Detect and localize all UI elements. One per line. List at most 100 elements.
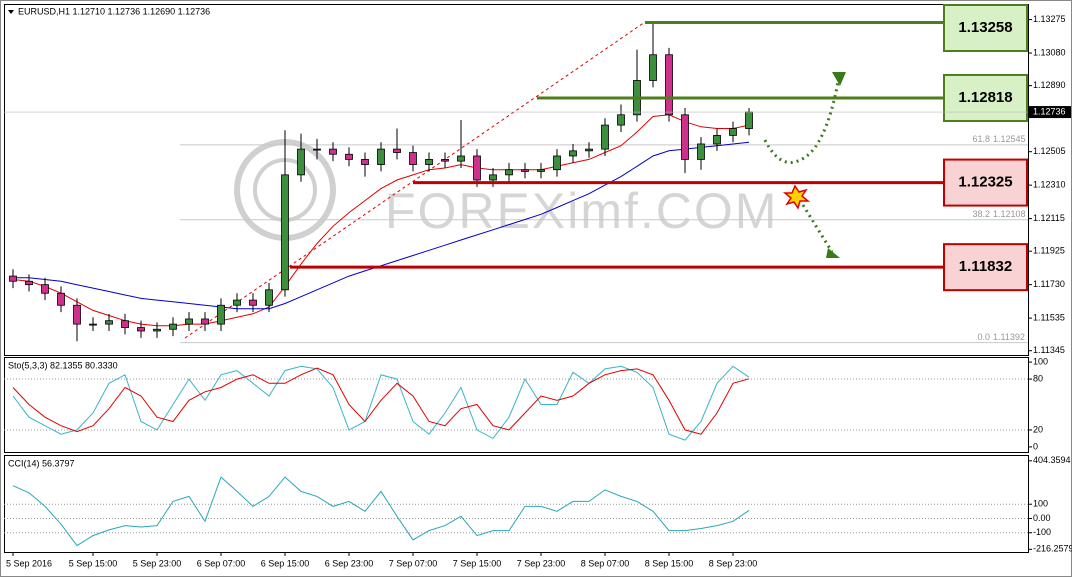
y-tick-label: -216.2579 (1033, 544, 1072, 554)
fib-price: 1.12545 (993, 134, 1026, 144)
candle-body (25, 280, 33, 286)
x-tick-label: 6 Sep 15:00 (261, 558, 310, 568)
level-box (943, 73, 1028, 122)
candle-body (121, 320, 129, 328)
y-tick-label: 80 (1033, 373, 1043, 383)
indicator-line (12, 476, 750, 547)
level-label: 1.11832 (959, 258, 1012, 275)
candle-body (409, 152, 417, 165)
price-panel (4, 4, 1029, 356)
level-box (943, 158, 1028, 207)
x-tick-label: 7 Sep 07:00 (389, 558, 438, 568)
fib-ratio: 38.2 (972, 209, 990, 219)
y-tick-label: 1.12310 (1033, 180, 1066, 190)
x-tick-label: 5 Sep 15:00 (69, 558, 118, 568)
indicator-line (12, 367, 750, 435)
x-tick-label: 7 Sep 23:00 (517, 558, 566, 568)
level-label: 1.12325 (958, 174, 1012, 191)
stochastic-panel (4, 357, 1029, 453)
candle-body (457, 155, 465, 162)
candle-body (697, 143, 705, 160)
candle-body (393, 148, 401, 153)
arrowhead-up (832, 72, 846, 86)
x-tick-label: 8 Sep 07:00 (581, 558, 630, 568)
candle-body (489, 174, 497, 181)
cci-title: CCI(14) 56.3797 (8, 458, 75, 468)
y-tick-label: 100 (1033, 356, 1048, 366)
x-tick-label: 8 Sep 15:00 (645, 558, 694, 568)
y-tick-label: 1.12890 (1033, 80, 1066, 90)
y-tick-label: 1.11535 (1033, 312, 1065, 322)
candle-body (329, 148, 337, 155)
y-tick-label: 1.13080 (1033, 47, 1066, 57)
candle-body (265, 289, 273, 306)
candle-body (41, 284, 49, 294)
y-tick-label: -100 (1033, 527, 1051, 537)
candle-body (153, 328, 161, 332)
stochastic-title: Sto(5,3,3) 82.1355 80.3330 (8, 360, 118, 370)
indicator-line (12, 114, 750, 327)
fib-price: 1.11392 (993, 332, 1025, 342)
candle-body (201, 318, 209, 325)
fib-price: 1.12108 (993, 209, 1026, 219)
y-tick-label: 1.13275 (1033, 14, 1066, 24)
candle-body (441, 159, 449, 162)
y-tick-label: 1.11730 (1033, 279, 1065, 289)
y-tick-label: 20 (1033, 424, 1043, 434)
candle-body (73, 304, 81, 325)
candle-body (649, 54, 657, 81)
candle-body (505, 169, 513, 176)
fib-ratio: 61.8 (972, 134, 990, 144)
candle-body (9, 275, 17, 282)
x-tick-label: 6 Sep 23:00 (325, 558, 374, 568)
candle-body (281, 174, 289, 291)
candle-body (361, 159, 369, 165)
y-tick-label: 1.12115 (1033, 213, 1065, 223)
candle-body (89, 323, 97, 326)
level-box (943, 243, 1028, 292)
price-tag-label: 1.12736 (1033, 106, 1066, 116)
candle-body (665, 54, 673, 116)
fib-ratio: 0.0 (977, 332, 990, 342)
candle-body (233, 299, 241, 306)
level-box (943, 4, 1028, 52)
candle-body (297, 148, 305, 176)
candle-body (137, 327, 145, 332)
level-label: 1.13258 (958, 19, 1012, 36)
x-tick-label: 5 Sep 2016 (6, 558, 52, 568)
candle-body (217, 304, 225, 325)
candle-body (105, 320, 113, 325)
chart-title: EURUSD,H1 1.12710 1.12736 1.12690 1.1273… (18, 6, 210, 16)
candle-body (521, 169, 529, 172)
candle-body (57, 292, 65, 306)
candle-body (601, 124, 609, 150)
y-tick-label: 1.11925 (1033, 246, 1065, 256)
y-tick-label: 404.3594 (1033, 455, 1071, 465)
x-tick-label: 7 Sep 15:00 (453, 558, 502, 568)
candle-body (681, 114, 689, 160)
candle-body (425, 159, 433, 165)
x-tick-label: 8 Sep 23:00 (709, 558, 758, 568)
forecast-arrow-up (763, 81, 840, 164)
candle-body (553, 155, 561, 171)
candle-body (169, 323, 177, 330)
x-tick-label: 6 Sep 07:00 (197, 558, 246, 568)
candle-body (729, 128, 737, 136)
indicator-line (12, 365, 750, 441)
arrowhead-down (826, 248, 840, 258)
candle-body (473, 155, 481, 181)
candle-body (617, 114, 625, 126)
candle-body (745, 111, 753, 129)
candle-body (713, 134, 721, 145)
y-tick-label: 0 (1033, 441, 1038, 451)
candle-body (185, 318, 193, 325)
y-tick-label: 0.00 (1033, 513, 1051, 523)
y-tick-label: 100 (1033, 499, 1048, 509)
level-label: 1.12818 (958, 89, 1012, 106)
watermark: FOREXimf.COM (385, 183, 778, 239)
breakout-star (782, 184, 811, 210)
price-tag (1029, 106, 1071, 119)
x-tick-label: 5 Sep 23:00 (133, 558, 182, 568)
